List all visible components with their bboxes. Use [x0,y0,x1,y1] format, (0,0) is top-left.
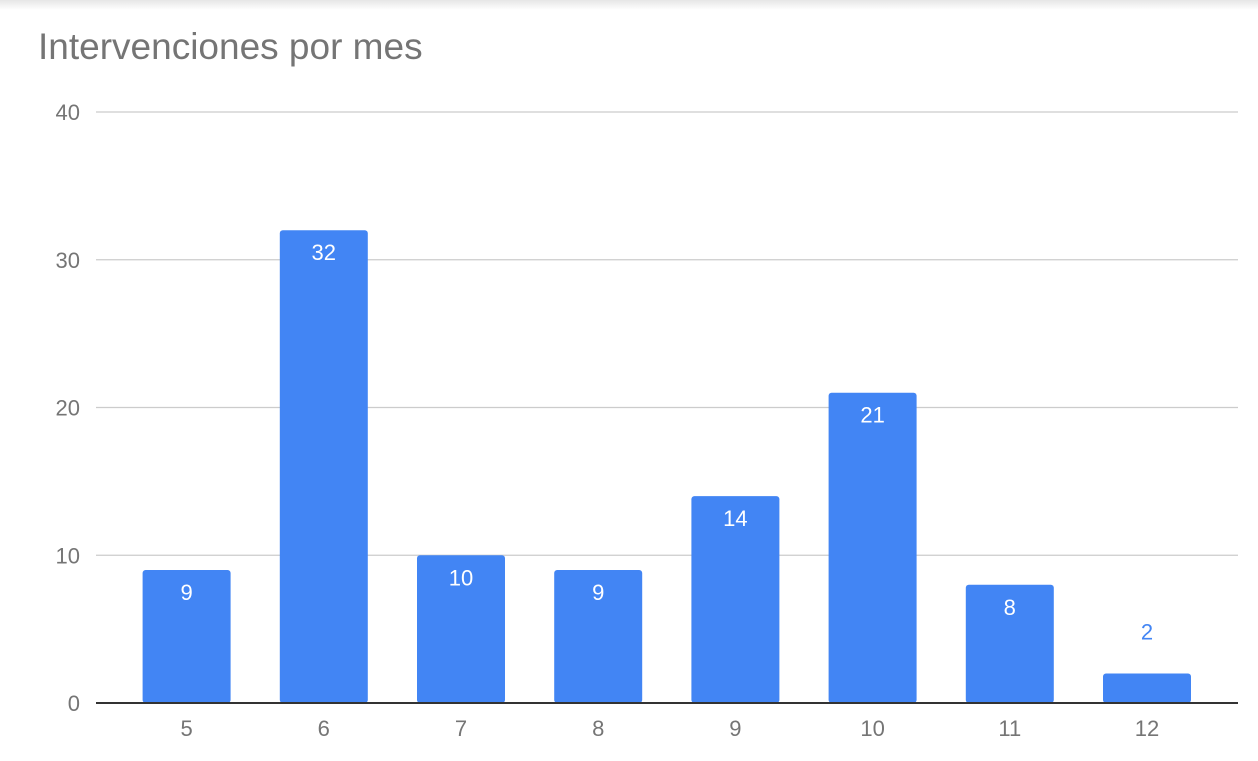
bar [279,230,368,703]
data-label: 21 [860,403,884,428]
bar [417,555,505,703]
x-tick-label: 12 [1135,716,1159,741]
y-tick-label: 20 [56,396,80,421]
data-label: 9 [180,580,192,605]
bar [554,570,643,703]
x-tick-label: 11 [998,716,1021,741]
x-tick-label: 5 [180,716,192,741]
chart-title: Intervenciones por mes [38,26,423,67]
data-labels: 9 32 10 9 14 21 8 2 [180,240,1153,644]
bars [142,230,1191,703]
bar [691,496,780,703]
top-shadow [0,0,1258,10]
data-label: 2 [1141,619,1153,644]
y-tick-label: 30 [56,248,80,273]
x-axis-ticks: 5 6 7 8 9 10 11 12 [180,716,1159,741]
data-label: 9 [592,580,604,605]
bar [142,570,231,703]
data-label: 14 [723,506,747,531]
data-label: 10 [449,565,473,590]
x-tick-label: 7 [455,716,467,741]
y-tick-label: 0 [68,691,80,716]
x-tick-label: 9 [729,716,741,741]
x-tick-label: 8 [592,716,604,741]
x-tick-label: 10 [860,716,884,741]
y-tick-label: 40 [56,100,80,125]
grid-lines [96,111,1238,556]
y-tick-label: 10 [56,543,80,568]
data-label: 8 [1004,595,1016,620]
y-axis-ticks: 0 10 20 30 40 [56,100,80,716]
x-tick-label: 6 [318,716,330,741]
data-label: 32 [312,240,336,265]
bar [828,392,917,703]
bar [1103,673,1191,703]
bar [965,584,1054,703]
